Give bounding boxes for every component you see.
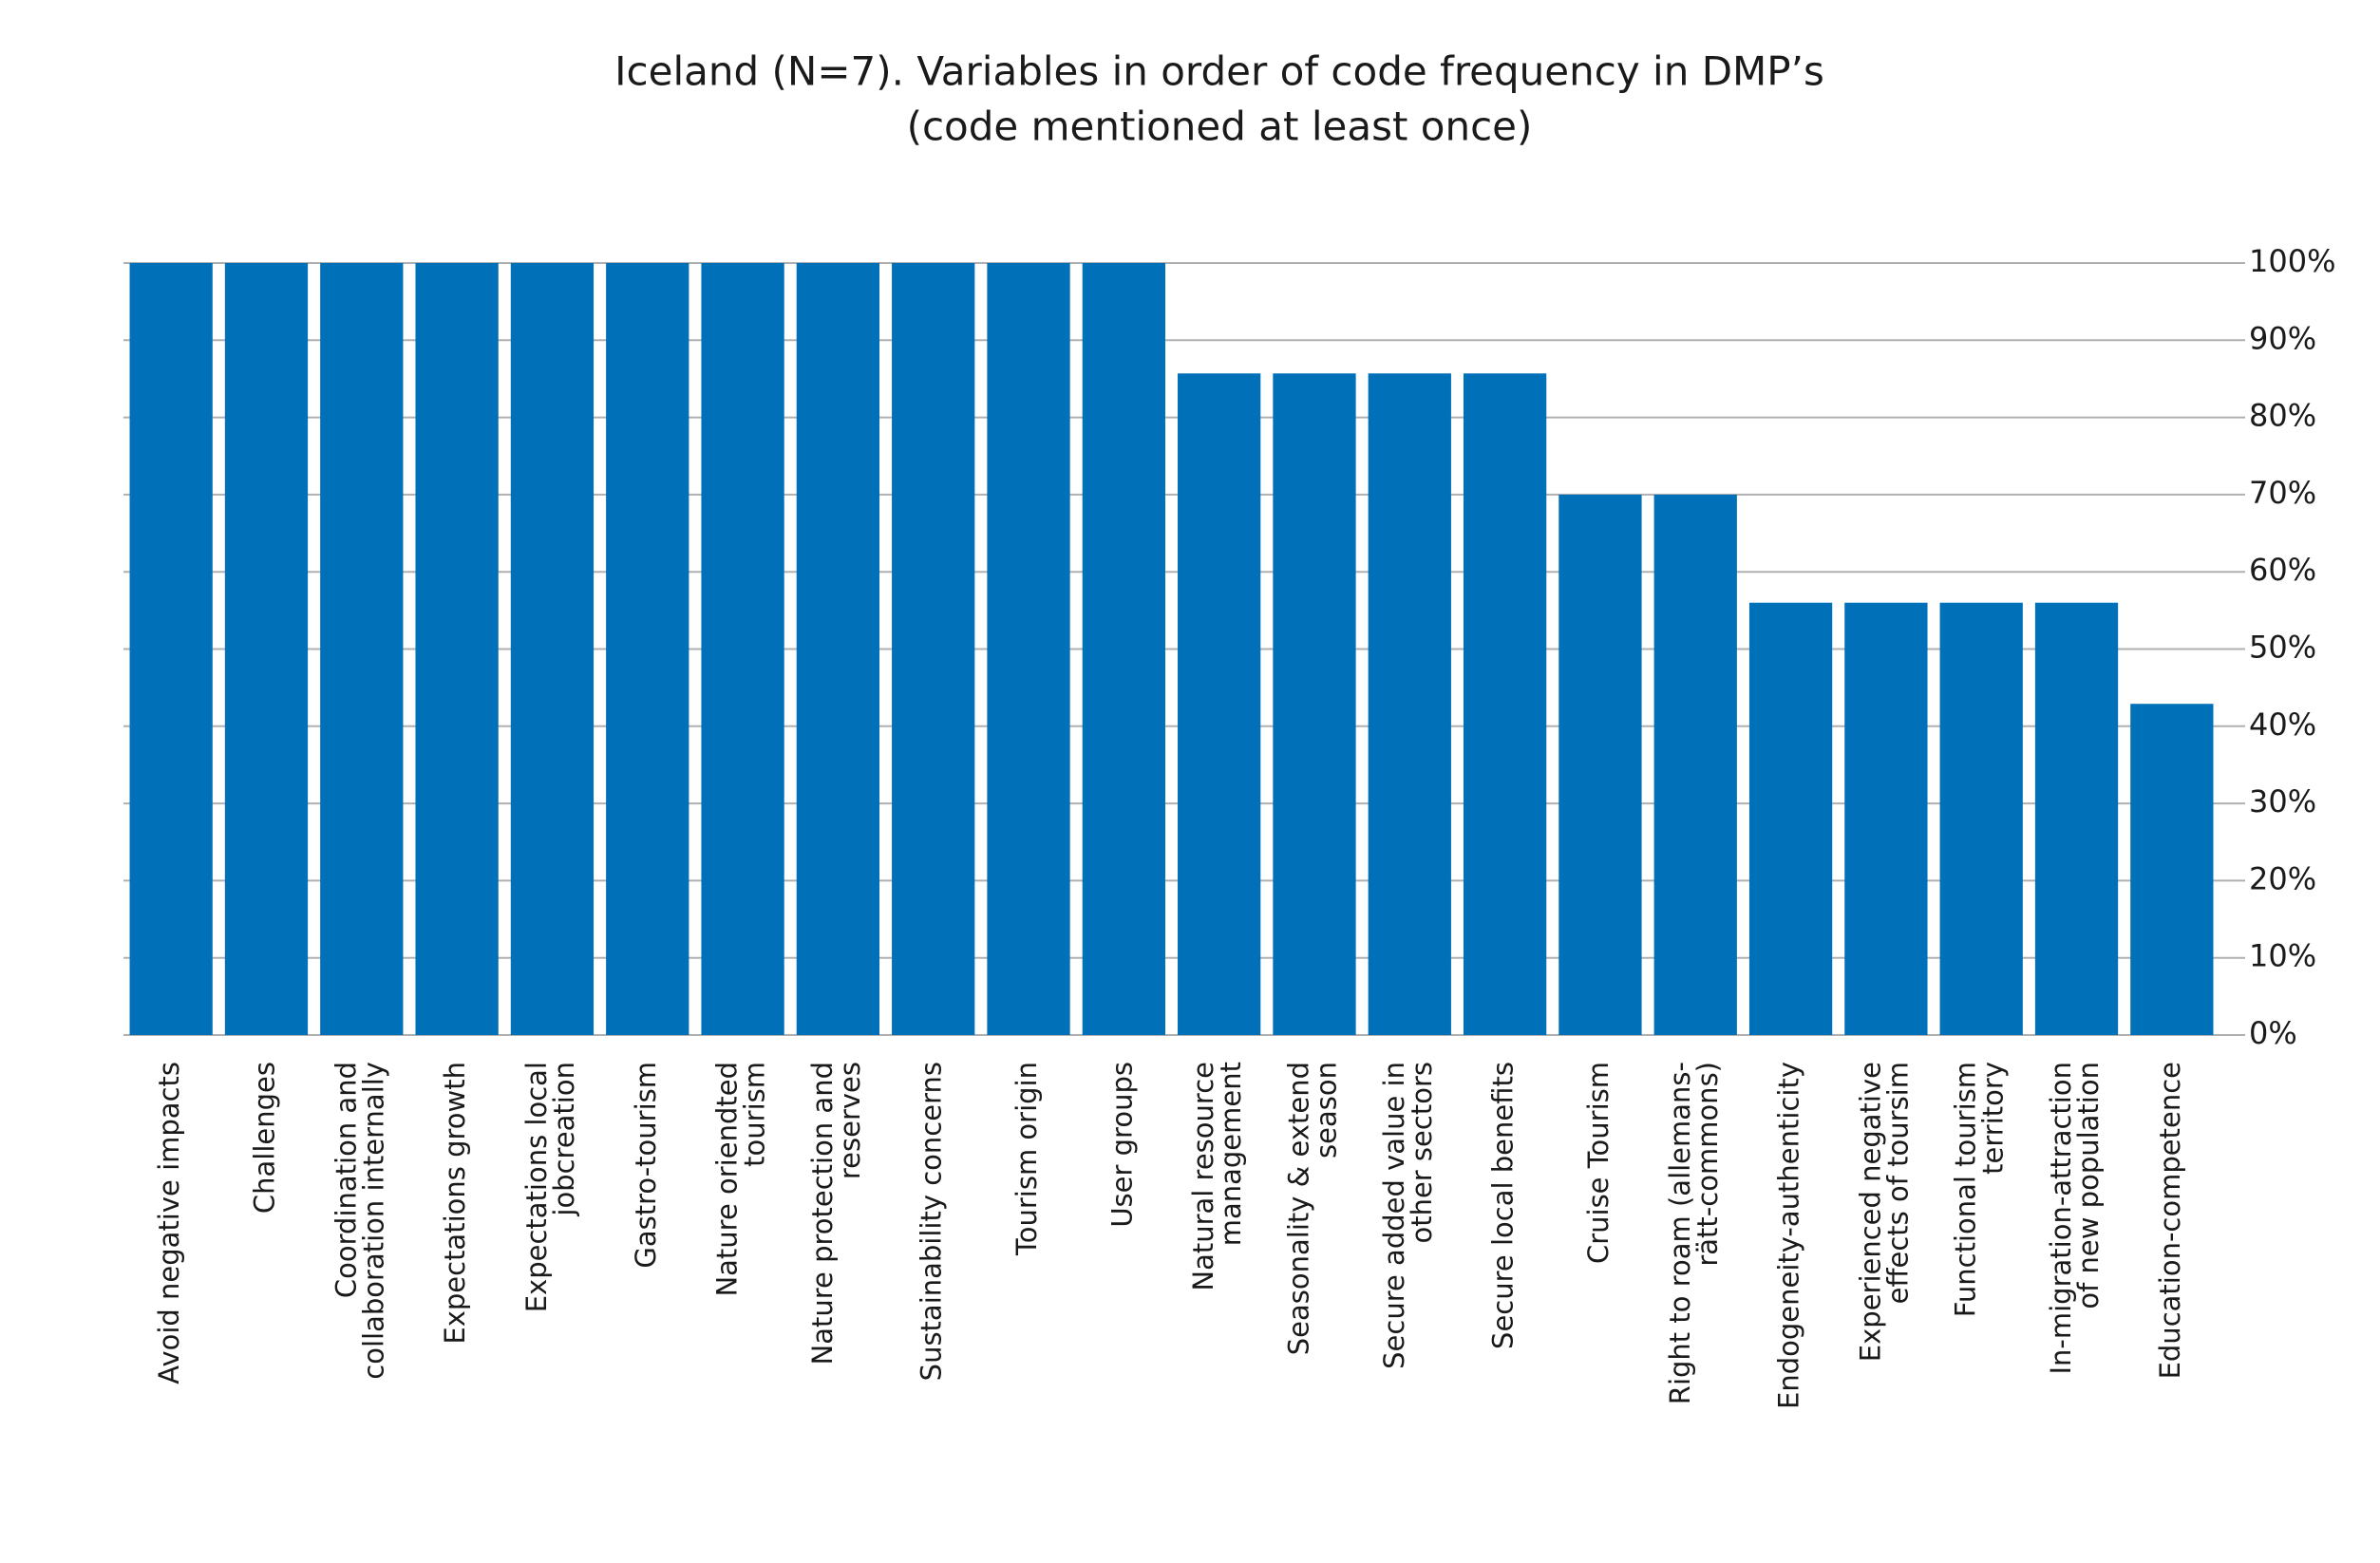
x-tick-label: territory (1977, 1062, 2010, 1175)
bar (892, 263, 975, 1035)
x-tick-label: Natural resource (1187, 1062, 1219, 1291)
bar (606, 263, 689, 1035)
bar (1748, 602, 1833, 1035)
x-tick-label: Nature oriendted (711, 1062, 744, 1297)
bar (1653, 494, 1737, 1035)
x-tick-label: Expectations local (520, 1062, 553, 1312)
bar (510, 263, 595, 1035)
y-tick-label: 40% (2249, 706, 2316, 743)
x-tick-label: Education-competence (2154, 1062, 2186, 1379)
x-tick-label: other sectors (1406, 1062, 1438, 1244)
x-tick-label: Avoid negative impacts (153, 1062, 185, 1384)
bar (1082, 263, 1165, 1035)
chart-title: Iceland (N=7). Variables in order of cod… (614, 48, 1824, 95)
y-tick-label: 70% (2249, 475, 2316, 511)
bar (1368, 373, 1451, 1035)
x-tick-label: Seasonality & extend (1282, 1062, 1314, 1355)
x-tick-label: Secure local benefits (1487, 1062, 1520, 1349)
x-tick-label: Endogeneity-authenticity (1773, 1062, 1805, 1409)
x-tick-label: Coordination and (330, 1062, 362, 1298)
bar (320, 263, 404, 1035)
x-tick-label: Functional tourism (1950, 1062, 1982, 1317)
x-tick-label: jobcreation (548, 1062, 580, 1217)
y-tick-label: 30% (2249, 783, 2316, 819)
bar (129, 263, 213, 1035)
x-tick-label: Cruise Tourism (1582, 1062, 1615, 1264)
x-tick-label: Challenges (248, 1062, 280, 1214)
y-tick-label: 60% (2249, 552, 2316, 588)
bar (2130, 704, 2214, 1035)
x-tick-label: season (1310, 1062, 1342, 1158)
bar (796, 263, 880, 1035)
x-tick-label: Expectations growth (439, 1062, 471, 1345)
bar (1273, 373, 1356, 1035)
y-tick-label: 100% (2249, 243, 2335, 279)
y-tick-label: 10% (2249, 938, 2316, 974)
x-tick-label: Secure added value in (1378, 1062, 1410, 1369)
x-tick-label: Sustainability concerns (916, 1062, 948, 1381)
y-tick-label: 50% (2249, 630, 2316, 666)
x-tick-label: In-migration-attraction (2045, 1062, 2077, 1375)
x-tick-label: User groups (1105, 1062, 1138, 1228)
bar (1178, 373, 1261, 1035)
x-tick-label: Nature protection and (806, 1062, 839, 1365)
x-tick-label: management (1215, 1062, 1247, 1246)
bar (1844, 602, 1928, 1035)
x-tick-label: collaboration internally (357, 1062, 389, 1380)
y-tick-label: 80% (2249, 398, 2316, 434)
bar (701, 263, 784, 1035)
y-tick-label: 20% (2249, 860, 2316, 896)
bar (224, 263, 309, 1035)
bar (1558, 494, 1642, 1035)
bar (987, 263, 1070, 1035)
x-tick-label: Experienced negative (1854, 1062, 1886, 1362)
x-tick-label: effects of toursim (1881, 1062, 1914, 1304)
x-tick-label: of new population (2072, 1062, 2105, 1309)
x-tick-label: rätt-commons) (1691, 1062, 1724, 1267)
bar (1939, 602, 2023, 1035)
chart-subtitle: (code mentioned at least once) (907, 104, 1533, 150)
y-tick-label: 90% (2249, 320, 2316, 356)
bar (2034, 602, 2119, 1035)
bar (415, 263, 499, 1035)
x-tick-label: tourism (739, 1062, 771, 1167)
x-tick-label: Tourism origin (1011, 1062, 1043, 1256)
bar (1463, 373, 1547, 1035)
y-tick-label: 0% (2249, 1015, 2297, 1051)
x-tick-label: Right to roam (allemans- (1664, 1062, 1696, 1404)
x-tick-label: reserves (834, 1062, 866, 1179)
x-tick-label: Gastro-tourism (630, 1062, 662, 1269)
